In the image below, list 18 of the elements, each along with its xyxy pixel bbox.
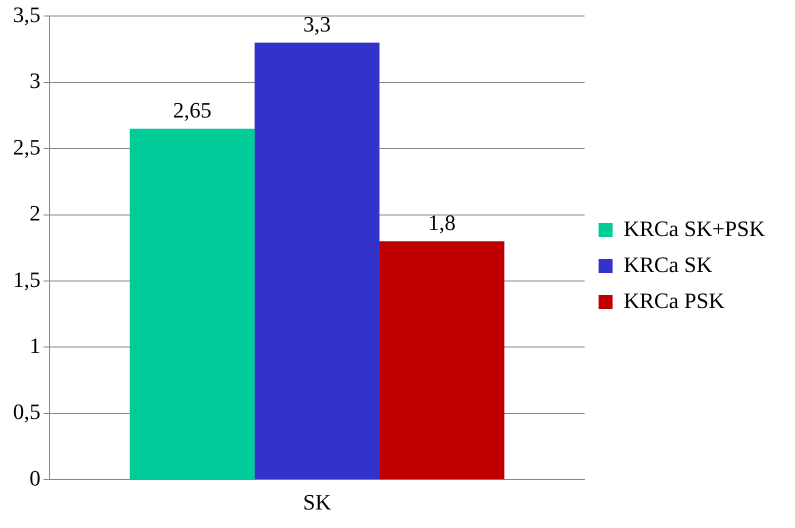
data-label: 2,65 [172,98,212,123]
y-tick-label: 2,5 [13,134,40,160]
y-tick-label: 2 [30,200,40,226]
y-tick-label: 0,5 [13,399,40,424]
legend-label: KRCa SK+PSK [624,216,766,241]
x-tick-label: SK [302,490,332,515]
y-tick-label: 1 [30,332,40,358]
bar [130,128,255,480]
legend-label: KRCa PSK [624,288,725,313]
bar [379,241,504,480]
data-label: 1,8 [428,210,456,236]
legend-label: KRCa SK [624,252,712,277]
y-tick-label: 3 [30,68,40,94]
data-label: 3,3 [303,11,331,36]
bar [254,42,380,480]
y-tick-label: 0 [30,465,40,490]
y-tick-label: 3,5 [13,2,40,27]
y-tick-label: 1,5 [13,266,40,292]
